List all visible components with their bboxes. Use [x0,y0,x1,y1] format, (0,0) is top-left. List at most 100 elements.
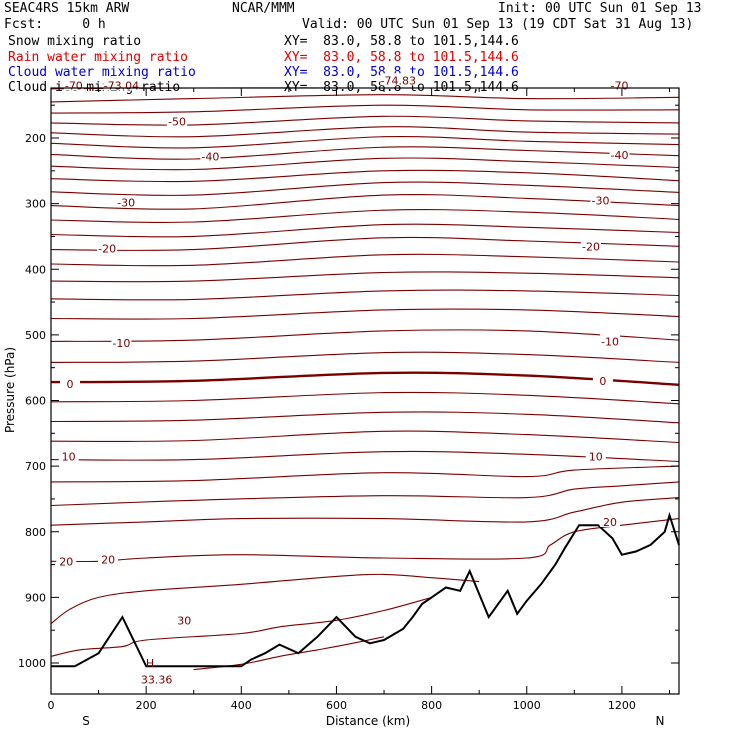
isotherm-line-18 [50,329,680,342]
contour-label-7: -20 [98,242,116,255]
contour-label-bg-17 [600,514,621,527]
contour-label-bg-10 [600,334,621,347]
isotherm-line-11 [50,209,680,223]
extremum-label-0: -73.04 [104,80,139,93]
extremum-label-2: 33.36 [141,673,173,686]
contour-label-2: -50 [168,116,186,129]
contour-label-3: -40 [201,150,219,163]
contour-label-bg-13 [58,449,79,462]
x-tick-label-0: 0 [48,699,55,712]
contour-label-bg-18 [174,613,195,626]
isotherm-line-28 [50,518,680,563]
start-point-label: S [82,714,90,728]
contour-label-12: 0 [599,375,606,388]
field-label-snow: Snow mixing ratio [8,34,142,49]
init-time: Init: 00 UTC Sun 01 Sep 13 [498,1,702,16]
contour-label-bg-4 [609,148,630,161]
contour-label-5: -30 [117,196,135,209]
isotherm-line-24 [50,450,680,463]
contour-label-bg-15 [56,554,77,567]
contour-label-15: 20 [59,555,73,568]
isotherm-line-12 [50,223,680,238]
contour-label-13: 10 [62,450,76,463]
high-marker: H [146,657,154,670]
isotherm-line-5 [50,135,680,149]
isotherm-line-27 [50,497,680,526]
isotherm-line-30 [50,596,432,657]
isotherm-line-2 [50,104,680,114]
isotherm-line-4 [50,126,680,138]
x-tick-label-4: 800 [421,699,442,712]
isotherm-line-8 [50,169,680,183]
contour-labels: -70 -70 -50 -40 -40 -30 -30 -20 -20 -10 -10 0 0 10 10 2… [56,73,630,686]
x-tick-label-6: 1200 [608,699,636,712]
y-tick-label-0: 200 [25,132,46,145]
model-title: SEAC4RS 15km ARW [4,1,130,16]
isotherm-line-23 [50,430,680,444]
contour-label-14: 10 [589,450,603,463]
contour-label-1: -70 [611,80,629,93]
contour-label-11: 0 [67,378,74,391]
y-tick-label-8: 1000 [18,657,46,670]
contour-label-8: -20 [582,240,600,253]
contour-label-bg-2 [167,114,188,127]
y-tick-label-1: 300 [25,198,46,211]
x-axis-label: Distance (km) [326,714,410,728]
contour-label-18: 30 [177,614,191,627]
contour-label-6: -30 [592,194,610,207]
isotherm-line-3 [50,115,680,126]
isotherm-line-6 [50,146,680,160]
plot-frame [50,87,680,695]
extremum-bg-2 [138,672,175,685]
contour-label-bg-3 [200,149,221,162]
terrain-profile [51,511,680,668]
isotherm-line-7 [50,157,680,171]
y-tick-label-2: 400 [25,263,46,276]
end-point-label: N [656,714,665,728]
contour-label-16: 20 [101,553,115,566]
valid-time: Valid: 00 UTC Sun 01 Sep 13 (19 CDT Sat … [302,17,694,32]
contour-label-0: -70 [65,80,83,93]
isotherm-line-22 [50,411,680,424]
isotherm-line-21 [50,391,680,405]
isotherm-line-16 [50,289,680,301]
forecast-hour: Fcst: 0 h [4,17,106,32]
contour-label-bg-11 [60,377,81,390]
contour-label-9: -10 [112,337,130,350]
isotherm-line-13 [50,236,680,251]
isotherm-line-29 [50,573,480,625]
field-xy-snow: XY= 83.0, 58.8 to 101.5,144.6 [284,34,519,49]
isotherm-line-26 [50,481,680,507]
isotherm-line-10 [50,194,680,210]
contour-label-bg-12 [592,373,613,386]
contour-label-bg-7 [97,241,118,254]
y-axis-label: Pressure (hPa) [3,347,17,433]
isotherm-line-14 [50,253,680,267]
y-tick-label-7: 900 [25,591,46,604]
extremum-bg-1 [380,73,417,86]
x-tick-label-5: 1000 [513,699,541,712]
terrain-line [51,511,680,668]
contour-label-bg-5 [116,195,137,208]
y-tick-label-6: 800 [25,526,46,539]
contour-label-10: -10 [601,335,619,348]
contour-label-bg-14 [585,449,606,462]
contour-label-4: -40 [611,149,629,162]
y-tick-label-3: 500 [25,329,46,342]
x-tick-label-3: 600 [326,699,347,712]
isotherm-line-31 [193,636,385,671]
contour-label-17: 20 [603,516,617,529]
contour-label-bg-6 [590,193,611,206]
isotherm-line-15 [50,271,680,283]
field-label-cloud-water: Cloud water mixing ratio [8,65,196,80]
isotherm-line-19 [50,351,680,363]
x-tick-label-1: 200 [136,699,157,712]
contour-label-bg-16 [98,552,119,565]
x-tick-label-2: 400 [231,699,252,712]
field-label-rain: Rain water mixing ratio [8,50,189,65]
y-tick-label-5: 700 [25,460,46,473]
contour-label-bg-8 [580,239,601,252]
contour-label-bg-9 [111,335,132,348]
